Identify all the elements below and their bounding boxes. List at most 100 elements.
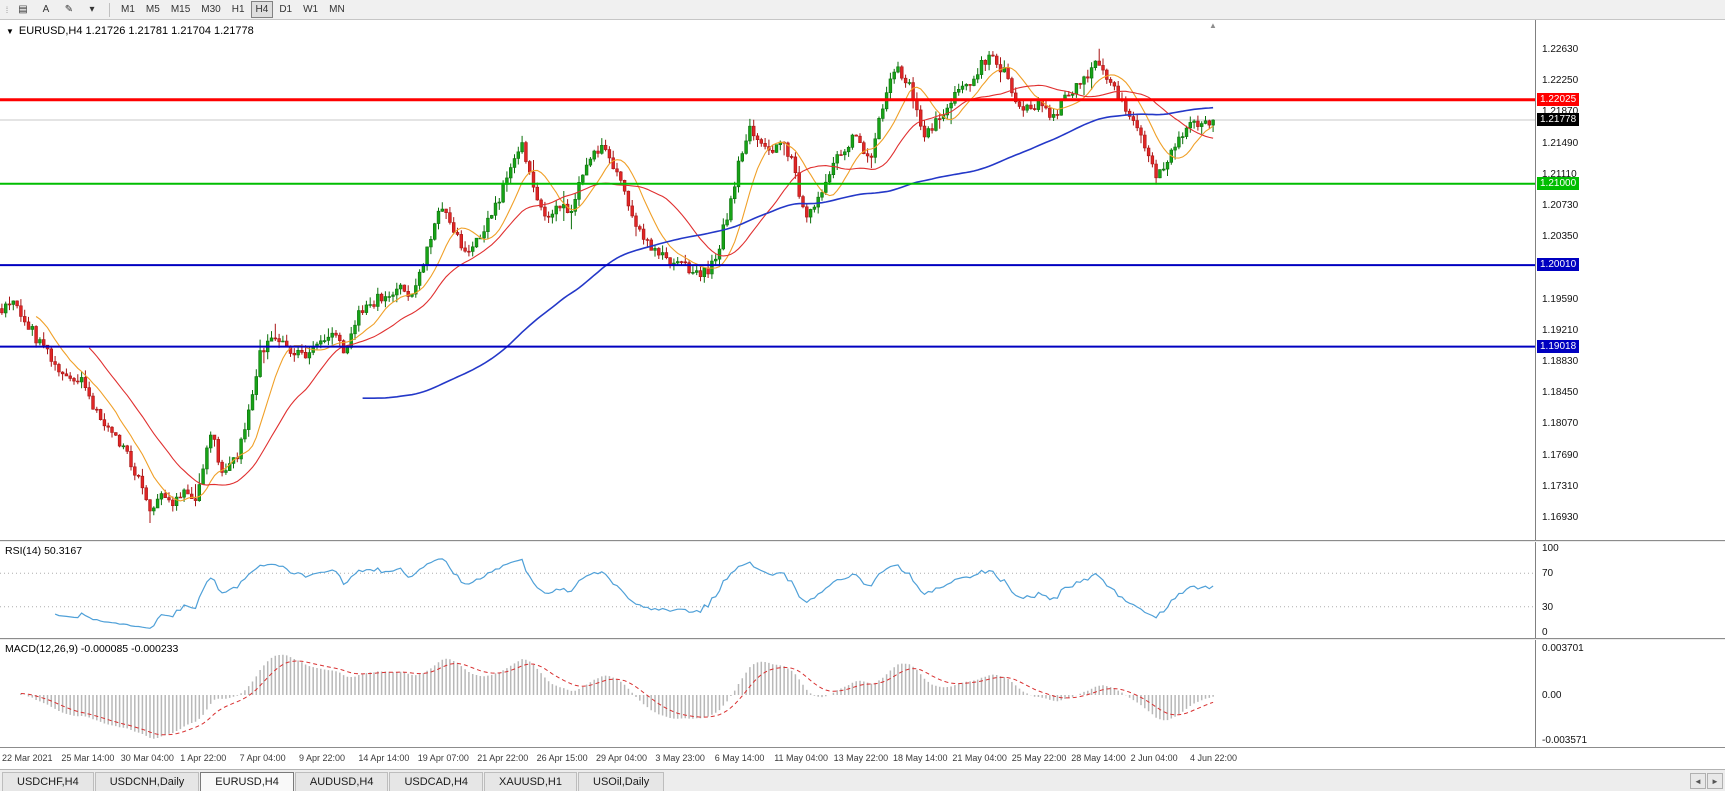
rsi-plot[interactable]: RSI(14) 50.3167 — [0, 542, 1535, 638]
chart-tab-bar: USDCHF,H4 USDCNH,Daily EURUSD,H4 AUDUSD,H4 U… — [0, 769, 1725, 791]
date-label: 29 Apr 04:00 — [596, 753, 648, 763]
rsi-axis-label: 70 — [1542, 568, 1554, 580]
current-price-tag: 1.21778 — [1537, 112, 1580, 126]
up-candle-wicks — [5, 51, 1214, 516]
price-axis-label: 1.20730 — [1542, 200, 1579, 211]
rsi-axis[interactable]: 100 70 30 0 — [1535, 542, 1725, 638]
down-candle-bodies — [0, 54, 1211, 512]
price-axis-label: 1.16930 — [1542, 512, 1579, 523]
price-axis-label: 1.22630 — [1542, 44, 1579, 55]
macd-chart-svg — [20, 654, 1214, 739]
tab-scroll-right-button[interactable]: ► — [1707, 773, 1723, 789]
date-label: 21 May 04:00 — [952, 753, 1007, 763]
timeframe-button-m30[interactable]: M30 — [201, 4, 221, 15]
tab-scroll-left-button[interactable]: ◄ — [1690, 773, 1706, 789]
price-panel: ▼ EURUSD,H4 1.21726 1.21781 1.21704 1.21… — [0, 20, 1725, 540]
date-label: 7 Apr 04:00 — [239, 753, 286, 763]
timeframe-button-w1[interactable]: W1 — [303, 4, 319, 15]
timeframe-button-d1[interactable]: D1 — [279, 4, 293, 15]
price-axis-label: 1.19210 — [1542, 324, 1579, 336]
ma-fast-orange — [35, 66, 1214, 502]
date-label: 19 Apr 07:00 — [417, 753, 469, 763]
macd-histogram — [20, 654, 1214, 739]
chart-tab-audusd-h4[interactable]: AUDUSD,H4 — [294, 772, 389, 791]
price-axis-label: 1.22250 — [1542, 75, 1579, 87]
timeframe-button-m1[interactable]: M1 — [121, 4, 135, 15]
chart-tab-usdcnh-daily[interactable]: USDCNH,Daily — [94, 772, 200, 791]
chart-ohlc-text: EURUSD,H4 1.21726 1.21781 1.21704 1.2177… — [18, 25, 254, 37]
macd-panel: MACD(12,26,9) -0.000085 -0.000233 0.0037… — [0, 640, 1725, 747]
chart-tab-usdcad-h4[interactable]: USDCAD,H4 — [389, 772, 484, 791]
price-axis-label: 1.20350 — [1542, 231, 1579, 243]
annotate-text-button[interactable]: A — [42, 4, 50, 15]
price-axis-label: 1.21870 — [1542, 106, 1579, 118]
chart-title: ▼ EURUSD,H4 1.21726 1.21781 1.21704 1.21… — [6, 25, 254, 37]
price-axis[interactable]: 1.22630 1.22250 1.21870 1.21490 1.21110 1.207… — [1535, 20, 1725, 540]
chart-tab-eurusd-h4[interactable]: EURUSD,H4 — [200, 772, 294, 791]
date-label: 9 Apr 22:00 — [299, 753, 346, 763]
date-label: 11 May 04:00 — [774, 753, 829, 763]
panel-divider[interactable] — [0, 540, 1725, 542]
date-label: 3 May 23:00 — [655, 753, 705, 763]
macd-label: MACD(12,26,9) -0.000085 -0.000233 — [5, 643, 179, 655]
date-label: 28 May 14:00 — [1071, 753, 1126, 763]
date-label: 2 Jun 04:00 — [1130, 753, 1178, 763]
draw-tool-icon[interactable]: ✎ — [64, 4, 74, 15]
date-label: 26 Apr 15:00 — [536, 753, 588, 763]
macd-axis-label: 0.00 — [1542, 690, 1562, 701]
date-label: 21 Apr 22:00 — [477, 753, 529, 763]
chart-stack: ▼ EURUSD,H4 1.21726 1.21781 1.21704 1.21… — [0, 20, 1725, 769]
rsi-axis-label: 30 — [1542, 601, 1554, 613]
macd-plot[interactable]: MACD(12,26,9) -0.000085 -0.000233 — [0, 640, 1535, 747]
date-label: 6 May 14:00 — [714, 753, 765, 763]
timeframe-button-m5[interactable]: M5 — [145, 4, 160, 15]
price-axis-label: 1.18070 — [1542, 418, 1579, 430]
price-axis-label: 1.21110 — [1542, 168, 1577, 180]
chart-shift-marker-icon[interactable]: ▲ — [1209, 21, 1217, 30]
price-chart-svg — [0, 48, 1535, 523]
chart-tab-xauusd-h1[interactable]: XAUUSD,H1 — [484, 772, 577, 791]
date-label: 4 Jun 22:00 — [1190, 753, 1238, 763]
price-axis-label: 1.18830 — [1542, 356, 1579, 367]
timeframe-button-h1[interactable]: H1 — [231, 4, 245, 15]
timeframe-button-m15[interactable]: M15 — [170, 4, 191, 15]
date-label: 25 Mar 14:00 — [61, 753, 115, 763]
collapse-triangle-icon[interactable]: ▼ — [6, 26, 14, 36]
chart-window-icon[interactable]: ▤ — [18, 4, 28, 15]
timeframe-button-h4[interactable]: H4 — [250, 1, 274, 18]
date-label: 1 Apr 22:00 — [180, 753, 227, 763]
ma-mid-red — [88, 84, 1214, 486]
chart-toolbar: ⁞ ▤ A ✎ ▾ M1 M5 M15 M30 H1 H4 D1 W1 MN — [0, 0, 1725, 20]
draw-tool-caret-icon[interactable]: ▾ — [89, 4, 95, 15]
toolbar-separator — [109, 2, 110, 17]
macd-axis-label: 0.003701 — [1542, 643, 1584, 654]
timeframe-button-mn[interactable]: MN — [329, 4, 345, 15]
rsi-label: RSI(14) 50.3167 — [5, 545, 83, 557]
rsi-axis-label: 100 — [1542, 543, 1559, 554]
price-plot[interactable]: ▼ EURUSD,H4 1.21726 1.21781 1.21704 1.21… — [0, 20, 1535, 540]
chart-tab-usdchf-h4[interactable]: USDCHF,H4 — [2, 772, 94, 791]
support-line-green-price-tag: 1.21000 — [1537, 176, 1580, 190]
date-label: 14 Apr 14:00 — [358, 753, 410, 763]
macd-signal-line — [20, 660, 1214, 736]
price-axis-label: 1.17690 — [1542, 449, 1579, 461]
toolbar-icon-group: ▤ A ✎ ▾ — [12, 1, 103, 18]
toolbar-grip[interactable]: ⁞ — [5, 4, 9, 15]
macd-axis[interactable]: 0.003701 0.00 -0.003571 — [1535, 640, 1725, 747]
rsi-panel: RSI(14) 50.3167 100 70 30 0 — [0, 542, 1725, 638]
support-line-blue-upper-price-tag: 1.20010 — [1537, 258, 1580, 272]
chart-tab-usoil-daily[interactable]: USOil,Daily — [578, 772, 665, 791]
time-axis[interactable]: 22 Mar 2021 25 Mar 14:00 30 Mar 04:00 1 Apr… — [0, 747, 1725, 769]
date-label: 22 Mar 2021 — [2, 753, 53, 763]
rsi-axis-label: 0 — [1542, 627, 1548, 638]
price-axis-label: 1.18450 — [1542, 387, 1579, 399]
rsi-chart-svg — [0, 558, 1535, 629]
panel-divider[interactable] — [0, 638, 1725, 640]
support-line-blue-lower-price-tag: 1.19018 — [1537, 339, 1580, 353]
date-label: 18 May 14:00 — [893, 753, 948, 763]
price-axis-label: 1.19590 — [1542, 293, 1579, 305]
macd-axis-label: -0.003571 — [1542, 735, 1588, 747]
date-label: 13 May 22:00 — [833, 753, 889, 763]
price-axis-label: 1.21490 — [1542, 137, 1579, 149]
